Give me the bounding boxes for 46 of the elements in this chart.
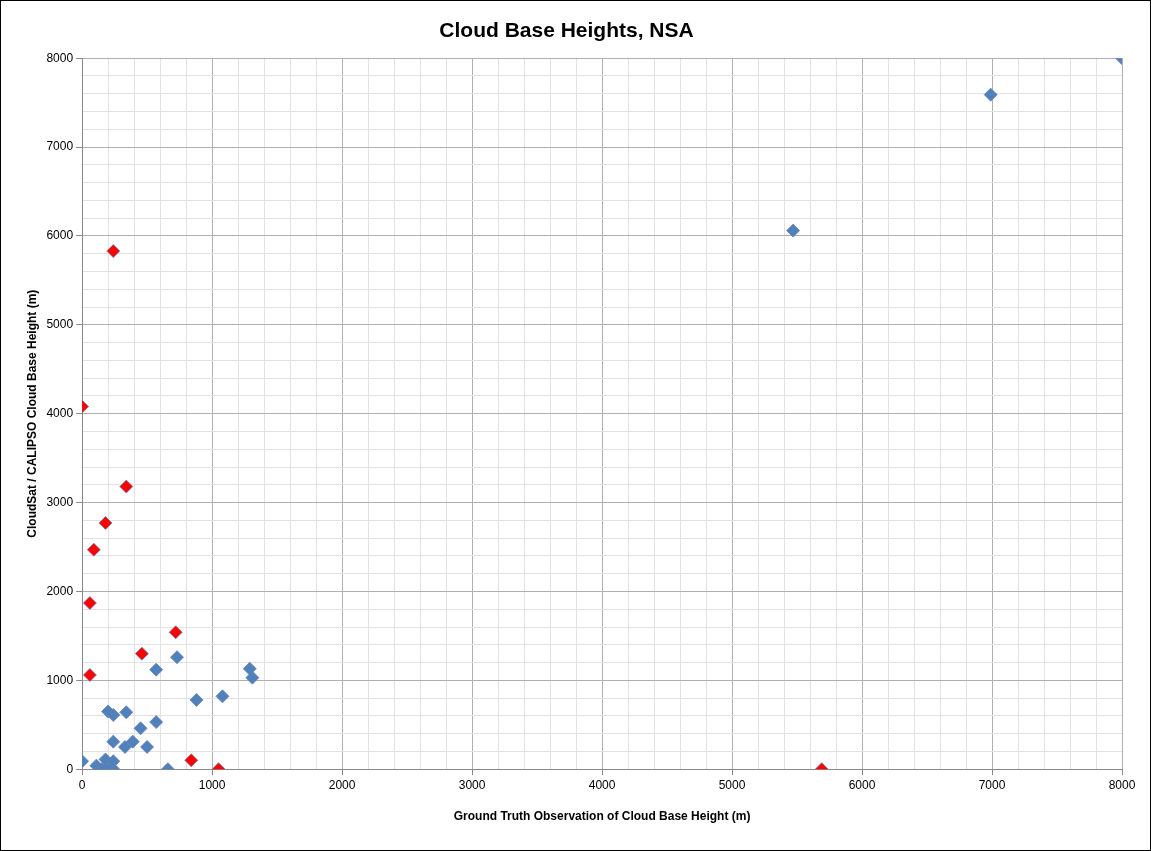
x-tick-label: 1000 [198, 777, 226, 792]
y-tick-label: 3000 [46, 494, 74, 509]
point [133, 721, 148, 736]
y-tick-label: 6000 [46, 228, 74, 243]
x-tick-label: 7000 [978, 777, 1006, 792]
point [242, 661, 257, 676]
point [98, 516, 113, 530]
point [140, 740, 154, 754]
y-tick-label: 8000 [46, 50, 74, 65]
chart-title: Cloud Base Heights, NSA [439, 18, 694, 42]
y-axis-title: CloudSat / CALIPSO Cloud Base Height (m) [24, 289, 39, 538]
x-axis-title: Ground Truth Observation of Cloud Base Height (m) [453, 809, 751, 824]
point [184, 753, 199, 768]
y-tick-label: 7000 [46, 139, 74, 154]
point [215, 689, 230, 704]
y-tick-label: 5000 [46, 317, 74, 332]
y-tick-label: 0 [66, 761, 74, 776]
point [189, 692, 204, 707]
x-tick-label: 4000 [588, 777, 616, 792]
x-tick-label: 5000 [718, 777, 746, 792]
point [119, 705, 134, 720]
x-tick-label: 6000 [848, 777, 876, 792]
point [786, 223, 801, 238]
point [119, 479, 134, 494]
x-tick-label: 0 [78, 777, 86, 792]
y-tick-label: 1000 [46, 672, 74, 687]
point [86, 542, 101, 557]
point [118, 740, 132, 754]
point [106, 244, 121, 258]
point [83, 668, 97, 682]
y-tick-label: 4000 [46, 406, 74, 421]
point [125, 734, 140, 749]
point [983, 87, 998, 102]
point [106, 708, 121, 722]
point [149, 662, 164, 677]
y-tick-label: 2000 [46, 583, 74, 598]
point [168, 625, 183, 640]
x-tick-label: 3000 [458, 777, 486, 792]
point [149, 715, 164, 729]
x-tick-label: 8000 [1108, 777, 1136, 792]
point [83, 596, 97, 610]
point [106, 734, 121, 749]
point [170, 650, 184, 665]
x-tick-label: 2000 [328, 777, 356, 792]
point [134, 646, 149, 661]
point [245, 670, 260, 685]
